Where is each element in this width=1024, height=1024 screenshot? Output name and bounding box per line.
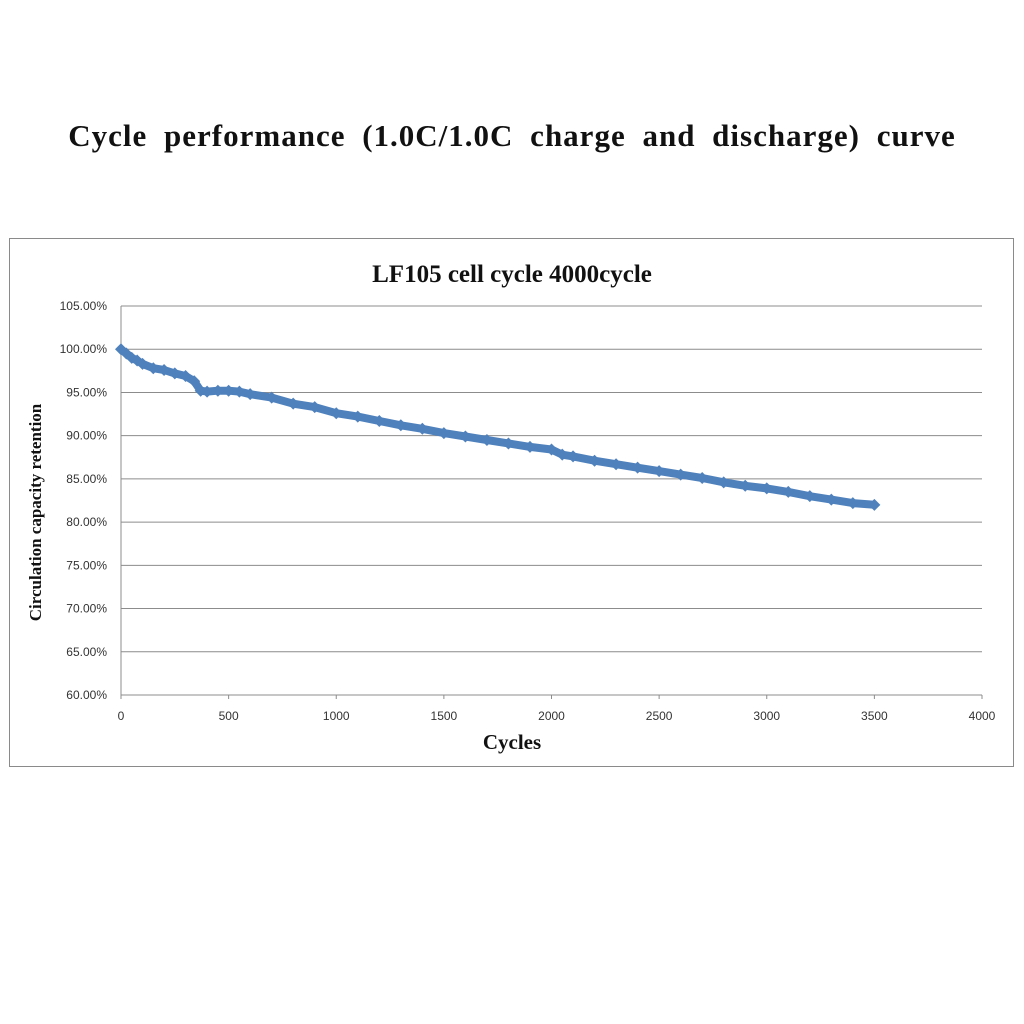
- data-point: [244, 388, 257, 401]
- data-point: [760, 482, 773, 495]
- data-point: [416, 422, 429, 435]
- data-point: [653, 465, 666, 478]
- data-point: [696, 472, 709, 485]
- page-title: Cycle performance (1.0C/1.0C charge and …: [68, 118, 956, 153]
- x-tick-label: 0: [118, 709, 125, 723]
- data-point: [556, 448, 569, 461]
- data-point: [868, 498, 881, 511]
- x-tick-label: 3000: [753, 709, 780, 723]
- data-point: [437, 427, 450, 440]
- y-tick-label: 100.00%: [60, 342, 108, 356]
- x-tick-label: 4000: [969, 709, 996, 723]
- y-tick-label: 90.00%: [66, 429, 107, 443]
- y-tick-label: 60.00%: [66, 688, 107, 702]
- data-point: [351, 410, 364, 423]
- data-point: [308, 401, 321, 414]
- data-point: [459, 430, 472, 443]
- data-point: [188, 375, 201, 388]
- y-tick-label: 105.00%: [60, 299, 108, 313]
- y-tick-label: 80.00%: [66, 515, 107, 529]
- data-point: [194, 384, 207, 397]
- data-point: [394, 419, 407, 432]
- data-point: [168, 367, 181, 380]
- data-point: [588, 454, 601, 467]
- x-tick-label: 1000: [323, 709, 350, 723]
- data-point: [717, 476, 730, 489]
- data-point: [373, 414, 386, 427]
- data-point: [825, 493, 838, 506]
- data-point: [233, 385, 246, 398]
- data-point: [674, 468, 687, 481]
- data-point: [179, 370, 192, 383]
- y-tick-label: 95.00%: [66, 385, 107, 399]
- data-point: [610, 458, 623, 471]
- data-point: [803, 490, 816, 503]
- data-point: [211, 384, 224, 397]
- data-point: [330, 407, 343, 420]
- data-point: [782, 485, 795, 498]
- data-point: [222, 384, 235, 397]
- x-tick-label: 3500: [861, 709, 888, 723]
- data-point: [158, 363, 171, 376]
- x-tick-label: 2500: [646, 709, 673, 723]
- x-axis-label: Cycles: [483, 730, 541, 754]
- data-point: [136, 357, 149, 370]
- y-tick-label: 70.00%: [66, 602, 107, 616]
- data-point: [631, 461, 644, 474]
- data-point: [846, 497, 859, 510]
- data-point: [567, 450, 580, 463]
- y-tick-label: 65.00%: [66, 645, 107, 659]
- series-line: [117, 345, 879, 509]
- chart-title: LF105 cell cycle 4000cycle: [372, 261, 652, 288]
- data-point: [201, 385, 214, 398]
- data-point: [115, 343, 127, 356]
- y-tick-label: 85.00%: [66, 472, 107, 486]
- chart-svg: LF105 cell cycle 4000cycle 60.00% 65.00% 70…: [26, 261, 996, 754]
- data-point: [480, 433, 493, 446]
- data-point: [147, 362, 160, 375]
- data-point: [287, 397, 300, 410]
- data-point: [265, 391, 278, 404]
- x-tick-label: 1500: [431, 709, 458, 723]
- data-point: [545, 443, 558, 456]
- x-tick-label: 2000: [538, 709, 565, 723]
- data-point: [502, 437, 515, 450]
- chart-frame: LF105 cell cycle 4000cycle 60.00% 65.00% 70…: [9, 238, 1014, 767]
- data-point: [523, 440, 536, 453]
- y-tick-label: 75.00%: [66, 558, 107, 572]
- x-tick-label: 500: [219, 709, 239, 723]
- data-point: [739, 479, 752, 492]
- y-axis-label: Circulation capacity retention: [26, 403, 45, 621]
